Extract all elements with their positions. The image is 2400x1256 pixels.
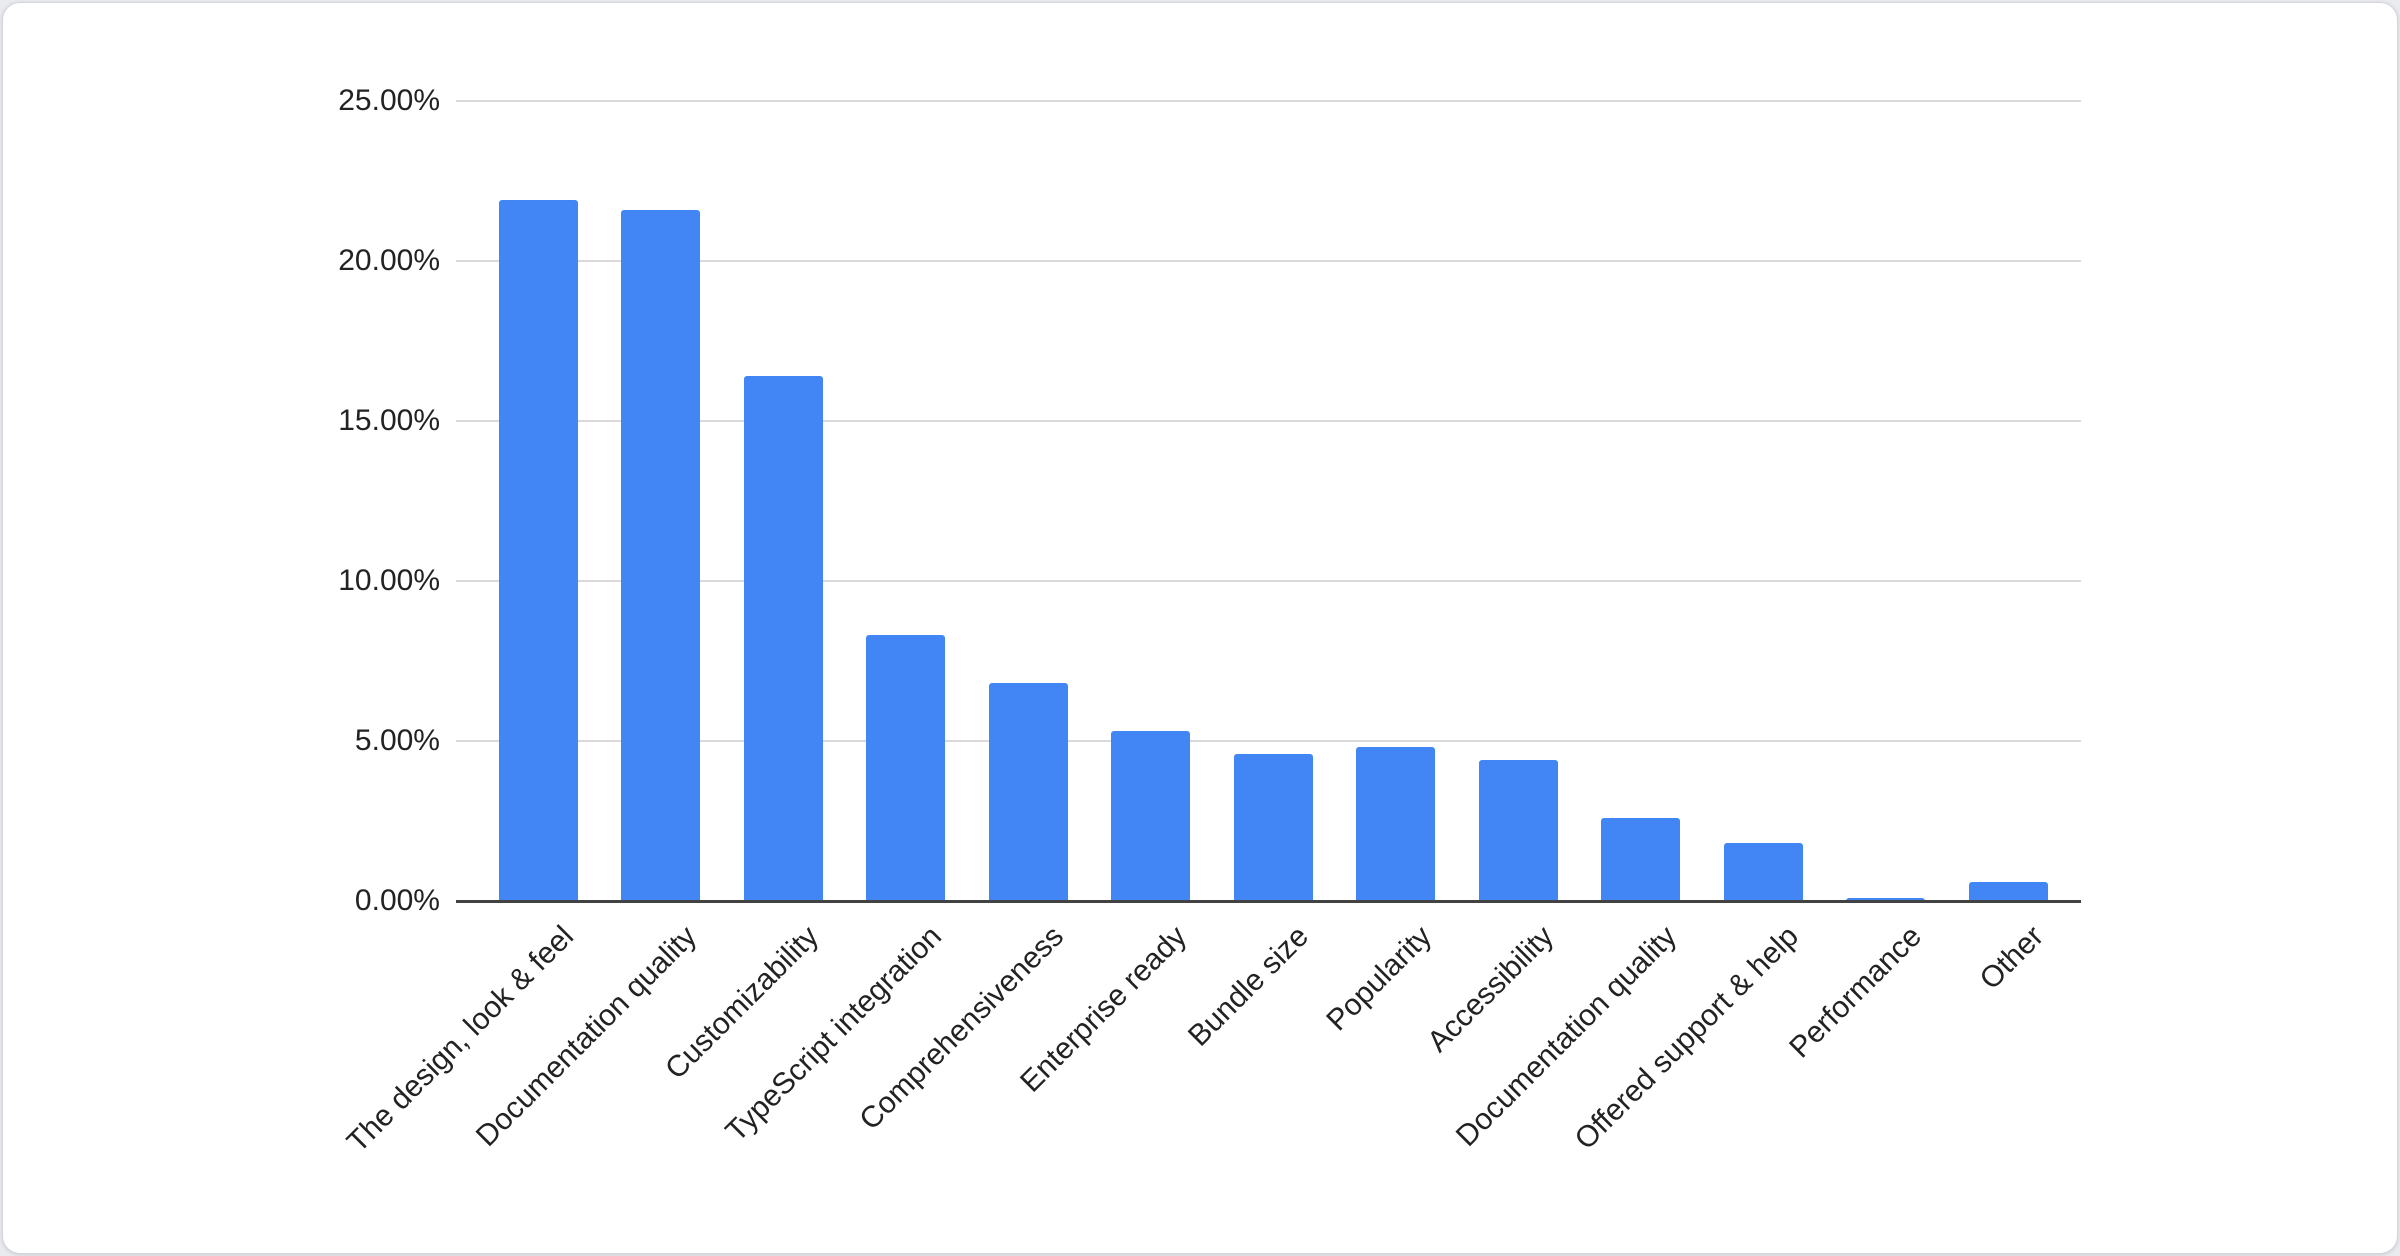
gridline-25pct [456, 100, 2081, 102]
bar-enterprise-ready[interactable] [1111, 731, 1190, 901]
gridline-20pct [456, 260, 2081, 262]
gridline-15pct [456, 420, 2081, 422]
bar-offered-support-help[interactable] [1724, 843, 1803, 901]
y-axis-tick-label: 15.00% [338, 404, 440, 437]
bar-popularity[interactable] [1356, 747, 1435, 901]
y-axis-tick-label: 5.00% [354, 724, 440, 757]
gridline-5pct [456, 740, 2081, 742]
gridline-10pct [456, 580, 2081, 582]
bar-other[interactable] [1969, 882, 2048, 901]
y-axis-tick-label: 10.00% [338, 564, 440, 597]
bar-comprehensiveness[interactable] [989, 683, 1068, 901]
bar-performance[interactable] [1846, 898, 1925, 901]
bar-the-design-look-feel[interactable] [499, 200, 578, 901]
bar-documentation-quality[interactable] [621, 210, 700, 901]
y-axis-tick-label: 20.00% [338, 244, 440, 277]
y-axis-tick-label: 0.00% [354, 884, 440, 917]
x-axis-line [456, 900, 2081, 903]
bar-typescript-integration[interactable] [866, 635, 945, 901]
bar-customizability[interactable] [744, 376, 823, 901]
bar-accessibility[interactable] [1479, 760, 1558, 901]
bar-chart: 0.00% 5.00% 10.00% 15.00% 20.00% 25.00% The de… [3, 3, 2397, 1253]
y-axis-tick-label: 25.00% [338, 84, 440, 117]
bar-documentation-quality[interactable] [1601, 818, 1680, 901]
bar-bundle-size[interactable] [1234, 754, 1313, 901]
